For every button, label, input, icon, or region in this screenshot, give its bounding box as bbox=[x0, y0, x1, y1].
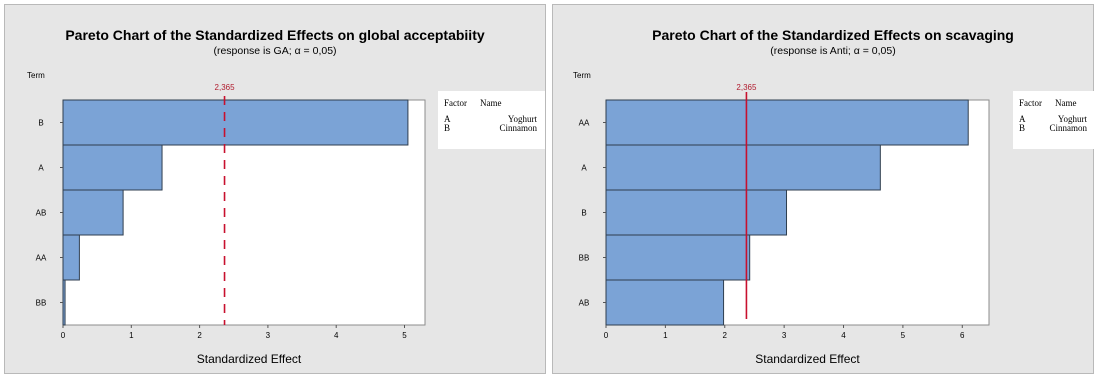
x-axis-title: Standardized Effect bbox=[755, 352, 860, 366]
legend-header-factor: Factor bbox=[444, 98, 467, 108]
x-axis-title: Standardized Effect bbox=[197, 352, 302, 366]
chart-title: Pareto Chart of the Standardized Effects… bbox=[65, 27, 485, 43]
y-axis-title: Term bbox=[573, 71, 591, 80]
term-label-bb: BB bbox=[579, 254, 590, 263]
term-label-bb: BB bbox=[36, 299, 47, 308]
bar-ab bbox=[62, 189, 124, 236]
reference-value-label: 2,365 bbox=[736, 83, 757, 92]
x-tick-label: 2 bbox=[197, 331, 202, 340]
term-label-ab: AB bbox=[579, 299, 590, 308]
term-label-a: A bbox=[581, 164, 587, 173]
term-label-a: A bbox=[38, 164, 44, 173]
x-tick-label: 4 bbox=[841, 331, 846, 340]
x-tick-label: 0 bbox=[61, 331, 66, 340]
chart-panel-scavaging: Pareto Chart of the Standardized Effects… bbox=[552, 4, 1095, 374]
x-tick-label: 5 bbox=[402, 331, 407, 340]
legend-header-name: Name bbox=[1055, 98, 1077, 108]
bar-a bbox=[605, 144, 881, 191]
bar-aa bbox=[605, 99, 969, 146]
legend-factor-b: B bbox=[1019, 123, 1025, 133]
legend-factor-a: A bbox=[444, 114, 451, 124]
legend-name-b: Cinnamon bbox=[1050, 123, 1088, 133]
chart-subtitle: (response is GA; α = 0,05) bbox=[213, 45, 336, 57]
legend-box bbox=[1013, 91, 1095, 149]
x-tick-label: 6 bbox=[960, 331, 965, 340]
bar-aa bbox=[62, 234, 80, 281]
chart-title: Pareto Chart of the Standardized Effects… bbox=[652, 27, 1014, 43]
legend-factor-a: A bbox=[1019, 114, 1026, 124]
x-tick-label: 1 bbox=[129, 331, 134, 340]
legend-box bbox=[438, 91, 545, 149]
bar-ab bbox=[605, 279, 725, 326]
legend-header-factor: Factor bbox=[1019, 98, 1042, 108]
y-axis-title: Term bbox=[27, 71, 45, 80]
legend-name-a: Yoghurt bbox=[1058, 114, 1088, 124]
term-label-aa: AA bbox=[36, 254, 47, 263]
pareto-chart-anti: Pareto Chart of the Standardized Effects… bbox=[573, 27, 1095, 366]
legend-name-b: Cinnamon bbox=[500, 123, 538, 133]
term-label-aa: AA bbox=[579, 119, 590, 128]
x-tick-label: 4 bbox=[334, 331, 339, 340]
term-label-b: B bbox=[581, 209, 586, 218]
bar-a bbox=[62, 144, 163, 191]
bar-bb bbox=[605, 234, 751, 281]
x-tick-label: 0 bbox=[604, 331, 609, 340]
legend-factor-b: B bbox=[444, 123, 450, 133]
x-tick-label: 1 bbox=[663, 331, 668, 340]
x-tick-label: 5 bbox=[901, 331, 906, 340]
x-tick-label: 3 bbox=[782, 331, 787, 340]
pareto-chart-ga: Pareto Chart of the Standardized Effects… bbox=[27, 27, 545, 366]
chart-panel-global-acceptability: Pareto Chart of the Standardized Effects… bbox=[4, 4, 546, 374]
term-label-b: B bbox=[38, 119, 43, 128]
legend-header-name: Name bbox=[480, 98, 502, 108]
chart-subtitle: (response is Anti; α = 0,05) bbox=[770, 45, 895, 57]
bar-bb bbox=[62, 279, 66, 326]
bar-b bbox=[605, 189, 788, 236]
legend-name-a: Yoghurt bbox=[508, 114, 538, 124]
x-tick-label: 2 bbox=[723, 331, 728, 340]
reference-value-label: 2,365 bbox=[215, 83, 236, 92]
term-label-ab: AB bbox=[36, 209, 47, 218]
x-tick-label: 3 bbox=[266, 331, 271, 340]
bar-b bbox=[62, 99, 409, 146]
